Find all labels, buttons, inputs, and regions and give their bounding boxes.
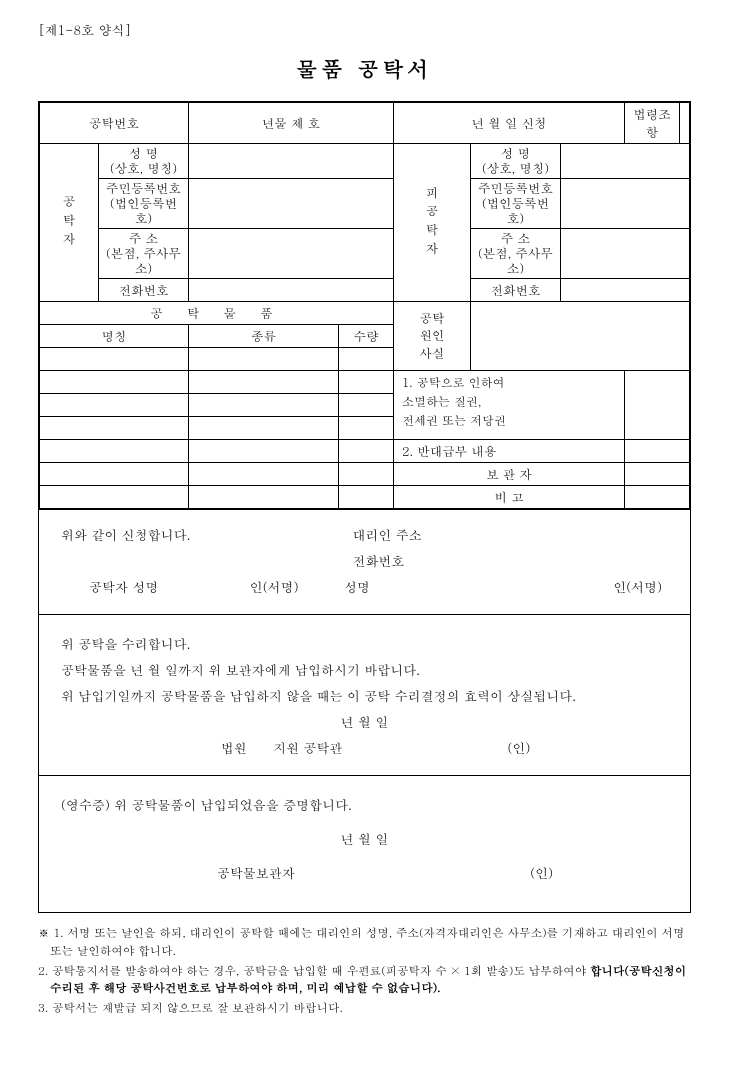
goods-header: 공 탁 물 품 xyxy=(40,302,394,325)
dep-name-label: 성 명(상호, 명칭) xyxy=(99,144,189,179)
goods-name-label: 명칭 xyxy=(40,325,189,348)
receipt-section: (영수증) 위 공탁물품이 납입되었음을 증명합니다. 년 월 일 공탁물보관자… xyxy=(39,775,690,912)
depositor-vertical-label: 공탁자 xyxy=(40,144,99,302)
keeper-label: 보 관 자 xyxy=(394,463,625,486)
apply-line1-right: 대리인 주소 xyxy=(352,522,421,548)
note-1: ※ 1. 서명 또는 날인을 하되, 대리인이 공탁할 때에는 대리인의 성명,… xyxy=(50,925,691,961)
accept-date-line: 년 월 일 xyxy=(61,709,668,735)
apply-agent-name-label: 성명 xyxy=(344,574,417,600)
apply-line1-left: 위와 같이 신청합니다. xyxy=(61,522,352,548)
cell-law-clause-label: 법령조항 xyxy=(625,103,680,144)
accept-line1: 위 공탁을 수리합니다. xyxy=(61,631,668,657)
apply-line2-right: 전화번호 xyxy=(352,548,404,574)
receipt-line1: (영수증) 위 공탁물품이 납입되었음을 증명합니다. xyxy=(61,792,668,818)
form-number: [제1-8호 양식] xyxy=(38,20,691,39)
cnt-rrn-value xyxy=(561,179,690,229)
cell-year-goods-no: 년물 제 호 xyxy=(189,103,394,144)
receipt-date-line: 년 월 일 xyxy=(61,826,668,852)
dep-tel-value xyxy=(189,279,394,302)
goods-r1-name xyxy=(40,348,189,371)
note-2: 2. 공탁통지서를 발송하여야 하는 경우, 공탁금을 납입할 때 우편료(피공… xyxy=(50,963,691,999)
cnt-tel-value xyxy=(561,279,690,302)
apply-stamp1: 인(서명) xyxy=(204,574,344,600)
goods-r1-qty xyxy=(339,348,394,371)
cause-value xyxy=(471,302,690,371)
apply-section: 위와 같이 신청합니다. 대리인 주소 전화번호 공탁자 성명 인(서명) 성명… xyxy=(39,509,690,614)
dep-name-value xyxy=(189,144,394,179)
apply-stamp2: 인(서명) xyxy=(417,574,668,600)
cnt-tel-label: 전화번호 xyxy=(471,279,561,302)
accept-section: 위 공탁을 수리합니다. 공탁물품을 년 월 일까지 위 보관자에게 납입하시기… xyxy=(39,614,690,775)
accept-line3: 위 납입기일까지 공탁물품을 납입하지 않을 때는 이 공탁 수리결정의 효력이… xyxy=(61,683,668,709)
cell-deposit-no-label: 공탁번호 xyxy=(40,103,189,144)
dep-addr-label: 주 소(본점, 주사무소) xyxy=(99,229,189,279)
receipt-seal: (인) xyxy=(530,860,553,886)
apply-depositor-name-label: 공탁자 성명 xyxy=(61,574,204,600)
note-label: 비 고 xyxy=(394,486,625,509)
counter-vertical-label: 피공탁자 xyxy=(394,144,471,302)
cnt-addr-value xyxy=(561,229,690,279)
cnt-addr-label: 주 소(본점, 주사무소) xyxy=(471,229,561,279)
accept-seal: (인) xyxy=(507,735,530,761)
dep-rrn-label: 주민등록번호(법인등록번호) xyxy=(99,179,189,229)
cnt-rrn-label: 주민등록번호(법인등록번호) xyxy=(471,179,561,229)
cnt-name-label: 성 명(상호, 명칭) xyxy=(471,144,561,179)
dep-addr-value xyxy=(189,229,394,279)
accept-line2: 공탁물품을 년 월 일까지 위 보관자에게 납입하시기 바랍니다. xyxy=(61,657,668,683)
cause-item2: 2. 반대급부 내용 xyxy=(394,440,625,463)
cell-app-date: 년 월 일 신청 xyxy=(394,103,625,144)
accept-court-post: 지원 공탁관 xyxy=(273,735,393,761)
goods-r1-kind xyxy=(189,348,339,371)
cause-vertical-label: 공탁원인사실 xyxy=(394,302,471,371)
dep-tel-label: 전화번호 xyxy=(99,279,189,302)
document-title: 물품 공탁서 xyxy=(38,53,691,83)
receipt-signer: 공탁물보관자 xyxy=(176,860,336,886)
main-form-table: 공탁번호 년물 제 호 년 월 일 신청 법령조항 공탁자 성 명(상호, 명칭… xyxy=(39,102,690,509)
goods-qty-label: 수량 xyxy=(339,325,394,348)
cause-item1: 1. 공탁으로 인하여 소멸하는 질권, 전세권 또는 저당권 xyxy=(394,371,625,440)
goods-kind-label: 종류 xyxy=(189,325,339,348)
note-3: 3. 공탁서는 재발급 되지 않으므로 잘 보관하시기 바랍니다. xyxy=(50,1000,691,1018)
footnotes: ※ 1. 서명 또는 날인을 하되, 대리인이 공탁할 때에는 대리인의 성명,… xyxy=(38,925,691,1018)
accept-court-pre: 법원 xyxy=(199,735,269,761)
cnt-name-value xyxy=(561,144,690,179)
dep-rrn-value xyxy=(189,179,394,229)
cell-law-clause-value xyxy=(680,103,690,144)
